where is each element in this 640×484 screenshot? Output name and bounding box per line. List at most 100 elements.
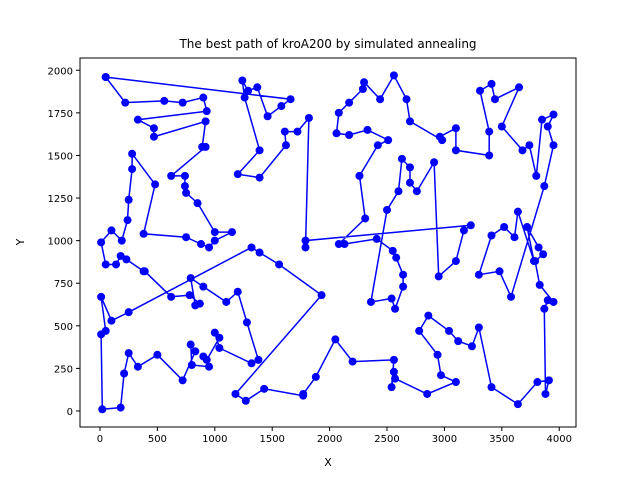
city-marker — [241, 396, 250, 405]
city-marker — [97, 238, 106, 247]
y-tick-label: 2000 — [48, 66, 73, 77]
city-marker — [255, 146, 264, 155]
city-marker — [210, 228, 219, 237]
city-marker — [275, 260, 284, 269]
city-marker — [281, 141, 290, 150]
city-marker — [387, 294, 396, 303]
city-marker — [197, 240, 206, 249]
city-marker — [201, 117, 210, 126]
city-marker — [222, 297, 231, 306]
city-marker — [277, 102, 286, 111]
city-marker — [107, 316, 116, 325]
x-tick-label: 2000 — [317, 434, 342, 445]
city-marker — [549, 141, 558, 150]
city-marker — [260, 384, 269, 393]
city-marker — [451, 146, 460, 155]
city-marker — [485, 127, 494, 136]
city-marker — [193, 199, 202, 208]
y-tick-label: 750 — [54, 279, 73, 290]
city-marker — [215, 333, 224, 342]
city-marker — [525, 141, 534, 150]
city-marker — [399, 270, 408, 279]
city-marker — [332, 129, 341, 138]
city-marker — [423, 389, 432, 398]
city-marker — [405, 163, 414, 172]
city-marker — [186, 274, 195, 283]
city-marker — [182, 188, 191, 197]
y-tick-label: 250 — [54, 364, 73, 375]
x-tick-label: 3500 — [489, 434, 514, 445]
city-marker — [383, 205, 392, 214]
city-marker — [495, 267, 504, 276]
city-marker — [215, 343, 224, 352]
city-marker — [98, 405, 107, 414]
city-marker — [205, 362, 214, 371]
city-marker — [247, 359, 256, 368]
city-marker — [454, 337, 463, 346]
city-marker — [334, 240, 343, 249]
city-marker — [185, 291, 194, 300]
y-tick-label: 1000 — [48, 237, 73, 248]
city-marker — [541, 389, 550, 398]
x-tick-label: 3000 — [432, 434, 457, 445]
city-marker — [178, 98, 187, 107]
city-marker — [133, 362, 142, 371]
city-marker — [167, 292, 176, 301]
city-marker — [433, 350, 442, 359]
city-marker — [405, 117, 414, 126]
city-marker — [149, 132, 158, 141]
city-marker — [101, 260, 110, 269]
city-marker — [180, 171, 189, 180]
city-marker — [331, 335, 340, 344]
city-marker — [513, 207, 522, 216]
city-marker — [355, 171, 364, 180]
city-marker — [430, 158, 439, 167]
city-marker — [149, 124, 158, 133]
city-marker — [544, 376, 553, 385]
city-marker — [487, 383, 496, 392]
city-marker — [366, 297, 375, 306]
city-marker — [543, 122, 552, 131]
city-marker — [186, 340, 195, 349]
city-marker — [199, 93, 208, 102]
city-marker — [518, 146, 527, 155]
city-marker — [361, 214, 370, 223]
city-marker — [178, 376, 187, 385]
x-tick-label: 1500 — [259, 434, 284, 445]
city-marker — [242, 318, 251, 327]
x-tick-label: 500 — [148, 434, 167, 445]
city-marker — [205, 243, 214, 252]
city-marker — [133, 115, 142, 124]
city-marker — [535, 280, 544, 289]
city-marker — [97, 292, 106, 301]
city-marker — [233, 170, 242, 179]
city-marker — [311, 372, 320, 381]
city-marker — [202, 107, 211, 116]
city-marker — [233, 287, 242, 296]
city-marker — [199, 352, 208, 361]
y-tick-label: 1750 — [48, 109, 73, 120]
city-marker — [487, 79, 496, 88]
city-marker — [387, 383, 396, 392]
city-marker — [513, 400, 522, 409]
city-marker — [438, 136, 447, 145]
city-marker — [293, 127, 302, 136]
city-marker — [187, 360, 196, 369]
city-marker — [128, 165, 137, 174]
city-marker — [122, 255, 131, 264]
city-marker — [348, 357, 357, 366]
city-marker — [376, 95, 385, 104]
city-marker — [373, 141, 382, 150]
city-marker — [117, 236, 126, 245]
city-marker — [533, 378, 542, 387]
city-marker — [228, 228, 237, 237]
city-marker — [151, 180, 160, 189]
city-marker — [345, 98, 354, 107]
city-marker — [451, 124, 460, 133]
x-tick-label: 0 — [97, 434, 103, 445]
y-axis-label: Y — [14, 238, 27, 246]
city-marker — [345, 131, 354, 140]
city-marker — [363, 125, 372, 134]
city-marker — [334, 108, 343, 117]
city-marker — [263, 112, 272, 121]
